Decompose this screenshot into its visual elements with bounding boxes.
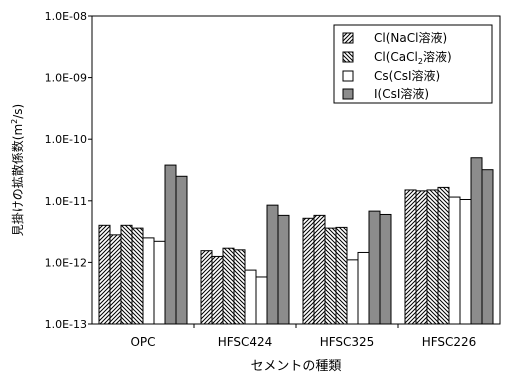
legend-label-3: I(CsI溶液): [374, 86, 429, 101]
bar: [335, 226, 348, 325]
bar: [426, 189, 439, 325]
x-tick-label: HFSC325: [320, 335, 375, 349]
bar: [313, 214, 326, 325]
bar: [211, 255, 224, 325]
bars: [98, 157, 494, 325]
bar: [437, 186, 450, 325]
legend-label-1: Cl(CaCl2溶液): [374, 49, 452, 66]
bar: [222, 247, 235, 325]
x-axis-label: セメントの種類: [251, 358, 342, 374]
bar: [175, 175, 188, 325]
legend-label-0: Cl(NaCl溶液): [374, 30, 447, 45]
y-tick-label: 1.0E-13: [45, 318, 87, 331]
bar: [379, 213, 392, 325]
bar: [324, 227, 337, 325]
bar: [120, 224, 133, 325]
y-tick-label: 1.0E-10: [45, 133, 87, 146]
bar: [109, 234, 122, 325]
bar: [415, 190, 428, 325]
legend-label-2: Cs(CsI溶液): [374, 68, 440, 83]
y-tick-label: 1.0E-11: [45, 195, 87, 208]
bar: [404, 189, 417, 325]
bar: [266, 204, 279, 325]
bar: [277, 214, 290, 325]
legend: Cl(NaCl溶液) Cl(CaCl2溶液) Cs(CsI溶液) I(CsI溶液…: [333, 24, 493, 104]
bar: [244, 269, 257, 325]
x-tick-label: HFSC424: [218, 335, 273, 349]
bar: [142, 237, 155, 325]
bar: [131, 227, 144, 325]
bar: [470, 157, 483, 325]
y-tick-label: 1.0E-12: [45, 256, 87, 269]
plot-frame: [91, 15, 501, 325]
bar: [481, 169, 494, 325]
y-tick-label: 1.0E-08: [45, 10, 87, 23]
bar: [459, 198, 472, 325]
legend-swatch-3: [342, 88, 354, 100]
bar: [357, 251, 370, 325]
bar: [153, 240, 166, 325]
y-tick-label: 1.0E-09: [45, 72, 87, 85]
bar: [448, 196, 461, 325]
x-tick-label: OPC: [130, 335, 155, 349]
bar: [98, 224, 111, 325]
bar: [164, 164, 177, 325]
legend-swatch-1: [342, 51, 354, 63]
legend-swatch-2: [342, 70, 354, 82]
y-axis-tick-labels: 1.0E-13 1.0E-12 1.0E-11 1.0E-10 1.0E-09 1.0E-…: [45, 10, 92, 331]
bar: [368, 210, 381, 325]
x-tick-label: HFSC226: [422, 335, 477, 349]
legend-swatch-0: [342, 32, 354, 44]
bar: [233, 249, 246, 325]
bar: [255, 276, 268, 325]
bar: [346, 259, 359, 325]
bar: [302, 217, 315, 325]
bar: [200, 250, 213, 325]
legend-box: [333, 24, 493, 104]
x-axis-tick-labels: OPC HFSC424 HFSC325 HFSC226: [130, 324, 476, 349]
y-axis-label: 見掛けの拡散係数(m2/s): [10, 104, 25, 236]
